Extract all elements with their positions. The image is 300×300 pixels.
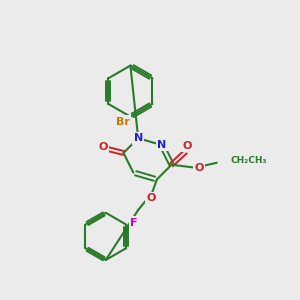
Text: O: O — [183, 141, 192, 151]
Text: F: F — [130, 218, 138, 228]
Text: O: O — [194, 163, 204, 173]
Text: CH₂CH₃: CH₂CH₃ — [230, 156, 267, 165]
Text: N: N — [134, 133, 143, 143]
Text: Br: Br — [116, 116, 130, 127]
Text: O: O — [98, 142, 108, 152]
Text: O: O — [146, 193, 156, 203]
Text: N: N — [157, 140, 167, 150]
